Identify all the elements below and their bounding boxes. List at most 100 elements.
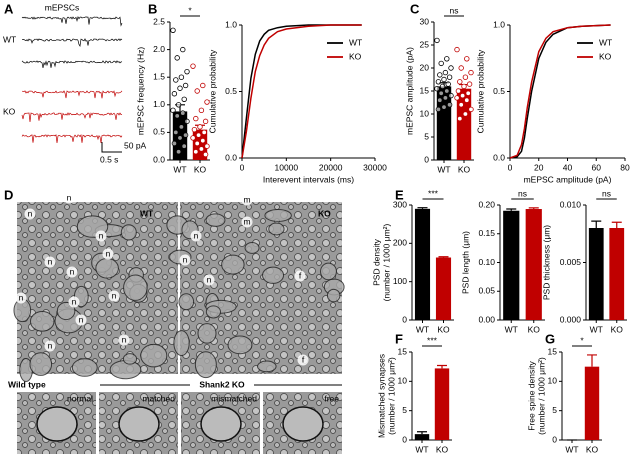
data-point xyxy=(437,72,443,78)
data-point xyxy=(194,88,200,94)
data-point xyxy=(442,69,449,76)
em-profile xyxy=(205,305,221,319)
data-point xyxy=(193,149,199,155)
data-point xyxy=(182,132,189,138)
em-marker-label: n xyxy=(106,248,111,258)
data-point xyxy=(173,77,179,83)
em-profile xyxy=(71,358,98,377)
em-image xyxy=(180,202,342,374)
x-tick-label: KO xyxy=(436,444,449,454)
inset-label: mismatched xyxy=(211,393,257,403)
x-axis-label: mEPSC amplitude (pA) xyxy=(524,174,612,184)
em-profile xyxy=(29,311,55,332)
data-point xyxy=(458,65,464,71)
em-marker xyxy=(44,256,56,268)
y-tick-label: 0.5 xyxy=(493,86,505,96)
data-point xyxy=(435,106,442,113)
group-label: WT xyxy=(3,34,16,44)
error-bar xyxy=(611,221,622,228)
data-point xyxy=(177,135,183,141)
data-point xyxy=(204,143,210,149)
data-point xyxy=(173,129,179,136)
em-profile xyxy=(320,262,337,281)
trace xyxy=(21,38,123,47)
panel-letter: E xyxy=(395,187,404,202)
x-tick-label: WT xyxy=(173,164,186,174)
cdf-line xyxy=(241,24,362,159)
significance: ns xyxy=(450,5,459,15)
y-axis-label: mEPSC amplitude (pA) xyxy=(404,47,414,135)
em-marker-label: n xyxy=(28,208,33,218)
group-label: Wild type xyxy=(8,379,46,389)
em-marker xyxy=(241,216,253,228)
y-tick-label: 0.005 xyxy=(560,257,582,267)
bar xyxy=(588,228,604,320)
y-axis-label: Mismatched synapses xyxy=(376,354,386,438)
em-profile xyxy=(194,351,217,379)
data-point xyxy=(178,74,185,80)
em-marker-label: n xyxy=(183,254,188,264)
em-marker-label: f xyxy=(299,270,302,280)
y-tick-label: 300 xyxy=(393,199,407,209)
data-point xyxy=(175,102,182,108)
data-point xyxy=(178,124,185,130)
x-tick-label: WT xyxy=(505,324,518,334)
significance: *** xyxy=(428,188,439,198)
data-point xyxy=(174,55,180,61)
y-tick-label: 25 xyxy=(420,39,430,49)
data-point xyxy=(465,90,471,96)
em-marker-label: n xyxy=(122,334,127,344)
data-point xyxy=(434,37,440,44)
x-tick-label: 20 xyxy=(534,162,544,172)
y-axis-label: (number / 1000 μm²) xyxy=(536,357,546,435)
bar xyxy=(609,228,625,320)
em-marker-label: n xyxy=(48,340,53,350)
x-tick-label: 80 xyxy=(620,162,630,172)
data-point xyxy=(446,102,453,108)
panel-letter: G xyxy=(545,331,555,346)
error-bar xyxy=(438,256,449,258)
legend-label: WT xyxy=(599,37,612,47)
y-axis-label: (number / 1000 μm²) xyxy=(381,224,391,302)
em-spine xyxy=(282,406,324,442)
data-point xyxy=(181,96,187,102)
data-point xyxy=(201,129,207,136)
data-point xyxy=(466,81,473,87)
y-tick-label: 0.5 xyxy=(153,127,165,137)
y-axis-label: Cumulative probability xyxy=(475,49,485,133)
em-marker xyxy=(24,208,36,220)
em-profile xyxy=(262,266,285,284)
data-point xyxy=(191,126,198,133)
data-point xyxy=(444,56,450,62)
data-point xyxy=(459,92,466,99)
panel-letter: A xyxy=(4,1,14,16)
y-tick-label: 0.10 xyxy=(478,257,495,267)
y-tick-label: 0.00 xyxy=(478,314,495,324)
y-tick-label: 0 xyxy=(402,314,407,324)
x-tick-label: WT xyxy=(437,164,450,174)
x-tick-label: KO xyxy=(458,164,471,174)
data-point xyxy=(200,137,206,144)
x-tick-label: 40 xyxy=(563,162,573,172)
y-tick-label: 2.5 xyxy=(153,16,165,26)
y-tick-label: 0.05 xyxy=(478,286,495,296)
data-point xyxy=(184,118,190,125)
x-tick-label: 0 xyxy=(240,162,245,172)
y-tick-label: 30 xyxy=(420,16,430,26)
x-tick-label: WT xyxy=(415,444,428,454)
data-point xyxy=(434,85,440,92)
significance: * xyxy=(188,5,192,15)
y-tick-label: 0 xyxy=(424,154,429,164)
y-tick-label: 200 xyxy=(393,238,407,248)
legend-label: KO xyxy=(599,51,612,61)
em-marker xyxy=(44,340,56,352)
data-point xyxy=(454,46,460,53)
y-tick-label: 5 xyxy=(402,405,407,415)
em-profile xyxy=(221,254,245,275)
x-tick-label: WT xyxy=(565,444,578,454)
y-tick-label: 1.0 xyxy=(153,99,165,109)
data-point xyxy=(182,82,189,89)
x-tick-label: KO xyxy=(194,164,207,174)
em-marker xyxy=(75,314,87,326)
trace xyxy=(21,90,123,99)
